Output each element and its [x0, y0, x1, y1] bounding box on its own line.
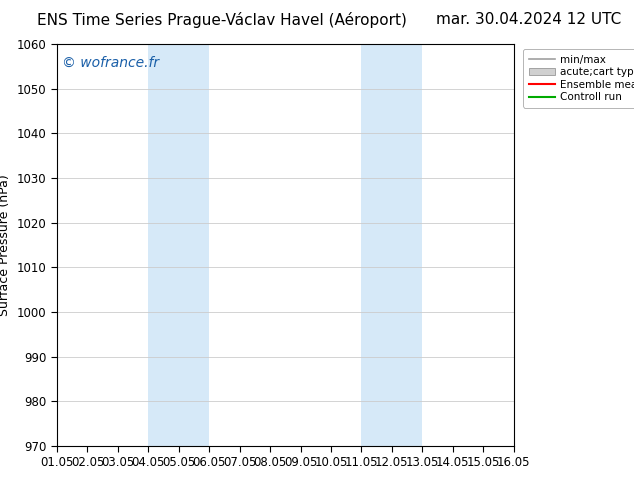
- Bar: [148, 44, 209, 446]
- Text: © wofrance.fr: © wofrance.fr: [61, 56, 158, 70]
- Text: mar. 30.04.2024 12 UTC: mar. 30.04.2024 12 UTC: [436, 12, 621, 27]
- Legend: min/max, acute;cart type, Ensemble mean run, Controll run: min/max, acute;cart type, Ensemble mean …: [523, 49, 634, 107]
- Text: ENS Time Series Prague-Václav Havel (Aéroport): ENS Time Series Prague-Václav Havel (Aér…: [37, 12, 407, 28]
- Y-axis label: Surface Pressure (hPa): Surface Pressure (hPa): [0, 174, 11, 316]
- Bar: [361, 44, 422, 446]
